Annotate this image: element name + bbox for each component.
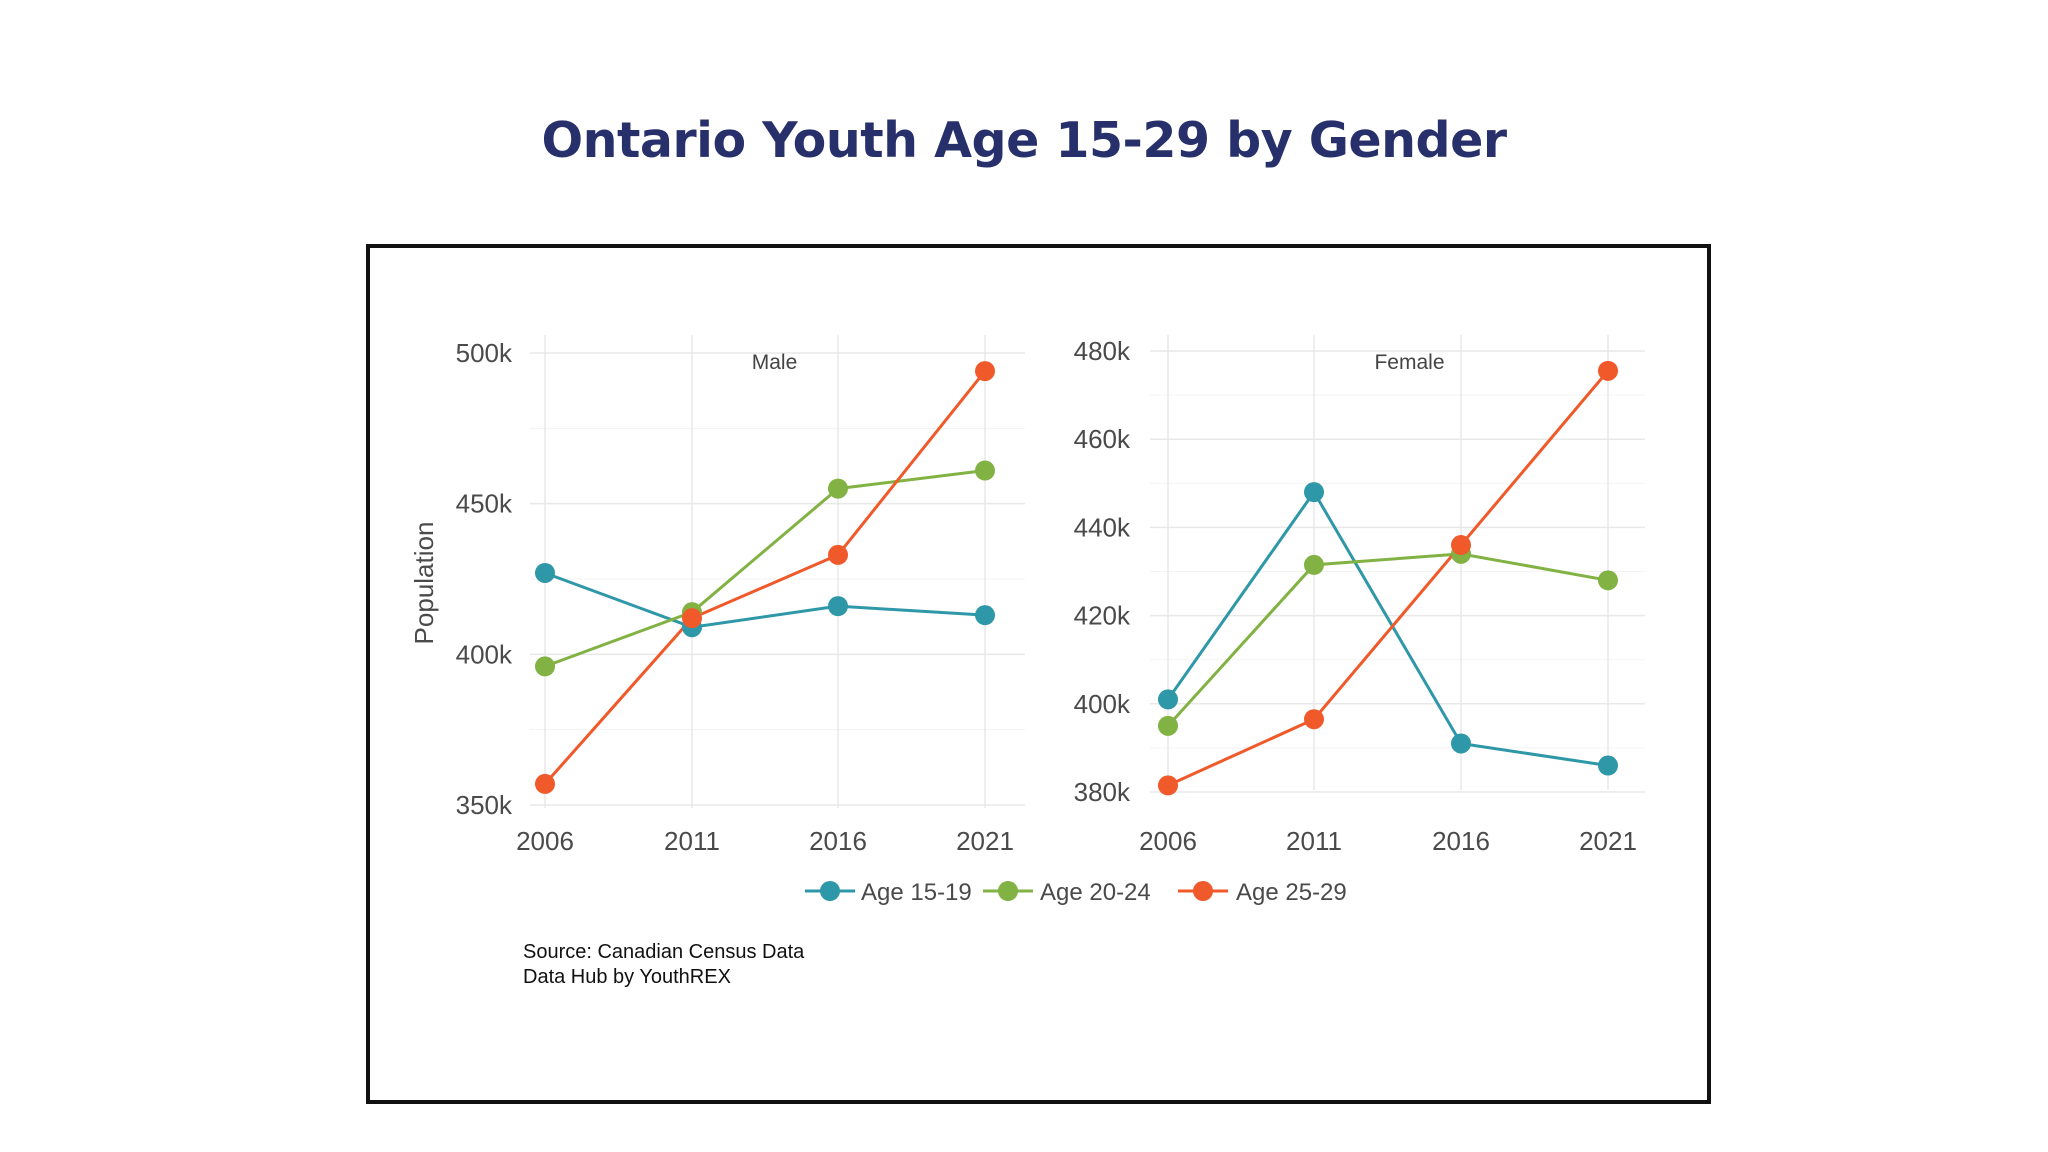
legend-item: Age 25-29 [1178, 879, 1347, 906]
data-point-age-15-19 [1598, 755, 1618, 776]
y-tick-label: 420k [1074, 601, 1131, 631]
legend-label: Age 25-29 [1236, 879, 1347, 906]
y-tick-label: 450k [456, 489, 513, 519]
data-point-age-25-29 [975, 361, 995, 382]
data-point-age-15-19 [1158, 689, 1178, 710]
data-point-age-20-24 [828, 478, 848, 499]
legend-item: Age 20-24 [983, 879, 1151, 906]
series-line-age-15-19 [1166, 489, 1609, 768]
facet-label-male: Male [752, 351, 798, 374]
data-point-age-15-19 [535, 562, 555, 583]
data-point-age-15-19 [1451, 733, 1471, 754]
data-point-age-25-29 [1598, 360, 1618, 381]
panel-female: 380k 400k 420k 440k 460k 480k 2006 2011 2016 2021… [1074, 335, 1645, 856]
series-line-age-15-19 [544, 571, 986, 629]
series-line-age-20-24 [1166, 552, 1609, 727]
source-line-1: Source: Canadian Census Data [523, 941, 805, 963]
data-point-age-20-24 [535, 656, 555, 677]
y-tick-label: 380k [1074, 777, 1131, 807]
series-line-age-25-29 [1167, 369, 1610, 787]
y-tick-label: 350k [456, 790, 513, 820]
x-tick-label: 2006 [516, 826, 574, 856]
data-point-age-20-24 [1598, 570, 1618, 591]
series-line-age-20-24 [544, 469, 986, 668]
y-tick-label: 460k [1074, 424, 1131, 454]
page-title: Ontario Youth Age 15-29 by Gender [541, 112, 1507, 169]
x-tick-label: 2016 [1432, 826, 1490, 856]
y-tick-label: 480k [1074, 336, 1131, 366]
legend-marker [820, 881, 840, 901]
legend-label: Age 15-19 [861, 879, 972, 906]
y-tick-label: 400k [456, 639, 513, 669]
data-point-age-25-29 [682, 608, 702, 629]
x-tick-label: 2006 [1139, 826, 1197, 856]
data-point-age-25-29 [828, 544, 848, 565]
source-line-2: Data Hub by YouthREX [523, 966, 731, 988]
legend: Age 15-19 Age 20-24 Age 25-29 [805, 879, 1347, 906]
data-point-age-25-29 [1304, 709, 1324, 730]
legend-marker [998, 881, 1018, 901]
data-point-age-25-29 [1158, 775, 1178, 796]
x-tick-label: 2021 [956, 826, 1014, 856]
data-point-age-25-29 [1451, 535, 1471, 556]
chart-frame [366, 244, 1711, 1104]
y-tick-label: 400k [1074, 689, 1131, 719]
series-line-age-25-29 [543, 370, 987, 785]
legend-label: Age 20-24 [1040, 879, 1151, 906]
y-tick-label: 500k [456, 338, 513, 368]
y-axis-label: Population [409, 522, 439, 645]
y-tick-label: 440k [1074, 512, 1131, 542]
data-point-age-25-29 [535, 773, 555, 794]
legend-item: Age 15-19 [805, 879, 972, 906]
x-tick-label: 2011 [664, 826, 720, 856]
x-tick-label: 2011 [1286, 826, 1342, 856]
data-point-age-15-19 [975, 605, 995, 626]
x-tick-label: 2016 [809, 826, 867, 856]
panel-male: 350k 400k 450k 500k 2006 2011 2016 2021 Male Popu… [409, 335, 1025, 856]
data-point-age-20-24 [1304, 554, 1324, 575]
legend-marker [1193, 881, 1213, 901]
source-note: Source: Canadian Census Data Data Hub by… [523, 940, 804, 990]
data-point-age-15-19 [1304, 482, 1324, 503]
data-point-age-20-24 [975, 460, 995, 481]
data-point-age-15-19 [828, 596, 848, 617]
facet-label-female: Female [1374, 351, 1444, 374]
data-point-age-20-24 [1158, 715, 1178, 736]
x-tick-label: 2021 [1579, 826, 1637, 856]
